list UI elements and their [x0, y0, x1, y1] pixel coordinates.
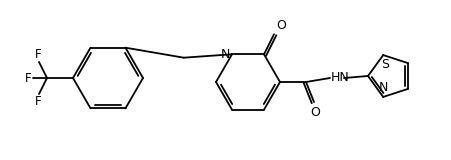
- Text: F: F: [24, 72, 31, 84]
- Text: O: O: [310, 106, 320, 119]
- Text: N: N: [221, 48, 230, 61]
- Text: O: O: [276, 19, 286, 32]
- Text: F: F: [35, 48, 41, 61]
- Text: S: S: [381, 58, 389, 71]
- Text: F: F: [35, 95, 41, 108]
- Text: N: N: [378, 81, 388, 94]
- Text: HN: HN: [331, 71, 350, 84]
